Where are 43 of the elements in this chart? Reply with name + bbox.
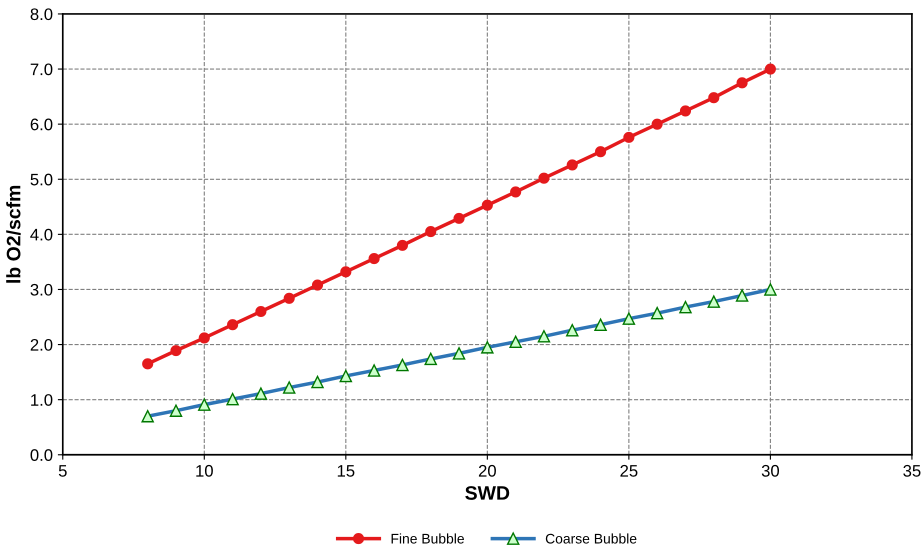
point — [680, 105, 692, 116]
x-tick-label: 10 — [196, 464, 213, 477]
x-tick-label: 25 — [620, 464, 638, 477]
point — [453, 212, 465, 224]
point — [255, 306, 266, 318]
point — [284, 292, 295, 304]
y-tick-label: 1.0 — [31, 394, 52, 406]
point — [142, 358, 154, 370]
y-tick-label: 0.0 — [30, 449, 52, 461]
y-tick-label: 5.0 — [30, 174, 52, 186]
point — [566, 159, 578, 170]
y-tick-label: 4.0 — [30, 228, 52, 241]
point — [170, 345, 182, 356]
point — [652, 118, 663, 130]
point — [396, 240, 408, 251]
y-tick-label: 8.0 — [30, 8, 52, 20]
y-tick-label: 2.0 — [30, 338, 52, 351]
point — [538, 172, 550, 184]
x-tick-label: 5 — [58, 465, 67, 477]
point — [736, 77, 748, 88]
point — [227, 319, 238, 330]
x-tick-label: 20 — [478, 464, 496, 477]
legend-label: Fine Bubble — [392, 533, 464, 544]
x-axis-title: SWD — [465, 486, 510, 500]
x-tick-label: 35 — [903, 464, 920, 477]
point — [708, 92, 720, 104]
x-tick-label: 30 — [762, 464, 780, 477]
point — [198, 332, 210, 344]
point — [312, 280, 324, 291]
point — [482, 200, 493, 211]
x-tick-label: 15 — [338, 465, 354, 477]
y-tick-label: 6.0 — [30, 118, 52, 130]
point — [595, 146, 606, 158]
point — [425, 226, 436, 238]
y-axis-title: lb O2/scfm — [6, 186, 21, 283]
point — [340, 266, 352, 278]
point — [510, 186, 522, 198]
legend-label: Coarse Bubble — [546, 533, 636, 544]
y-tick-label: 7.0 — [30, 63, 52, 76]
point — [623, 132, 634, 143]
point — [764, 63, 776, 75]
y-tick-label: 3.0 — [30, 284, 52, 296]
point — [368, 253, 380, 264]
